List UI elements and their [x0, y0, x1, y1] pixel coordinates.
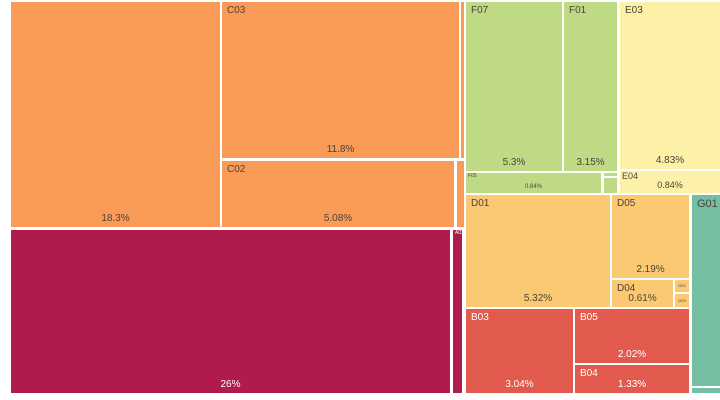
treemap-tile-b04[interactable]: B04 1.33%: [575, 365, 689, 393]
tile-label: D05: [617, 198, 636, 209]
tile-value: 0.84%: [524, 184, 542, 190]
treemap-tile-a01[interactable]: A01: [453, 230, 462, 393]
tile-value: 2.02%: [617, 349, 647, 360]
tile-label: E04: [622, 171, 639, 181]
treemap-tile-d04[interactable]: D04 0.61%: [612, 280, 673, 307]
tile-value: 0.84%: [657, 180, 683, 190]
treemap-tile-b03[interactable]: B03 3.04%: [466, 309, 573, 393]
tile-value: 0.61%: [628, 293, 657, 304]
tile-value: 26%: [220, 379, 241, 390]
tile-label: G01: [697, 198, 718, 210]
tile-label: C02: [227, 164, 246, 175]
treemap-tile-d03[interactable]: D03: [675, 294, 689, 307]
treemap-tile-c02[interactable]: C02 5.08%: [222, 161, 454, 227]
tile-value: 18.3%: [101, 213, 130, 224]
treemap-tile-c-sliver-2[interactable]: [457, 161, 464, 227]
tile-label: D01: [471, 198, 490, 209]
treemap-tile-d02[interactable]: D02: [675, 280, 689, 292]
treemap-tile-c-large[interactable]: 18.3%: [11, 2, 220, 227]
treemap-tile-f01[interactable]: F01 3.15%: [564, 2, 617, 171]
tile-label: F01: [569, 5, 587, 16]
treemap-tile-g01[interactable]: G01: [692, 195, 720, 386]
treemap-tile-e03[interactable]: E03 4.83%: [620, 2, 720, 169]
tile-label: F05: [468, 173, 477, 179]
tile-label: B05: [580, 312, 598, 323]
treemap-tile-f-sliver-2[interactable]: [604, 178, 617, 193]
treemap-tile-g-sliver[interactable]: [692, 388, 720, 393]
tile-label: F07: [471, 5, 489, 16]
tile-value: 5.08%: [323, 213, 353, 224]
treemap-tile-b05[interactable]: B05 2.02%: [575, 309, 689, 363]
tile-value: 11.8%: [326, 144, 355, 155]
tile-label: B04: [580, 368, 598, 379]
tile-value: 5.3%: [502, 157, 526, 168]
tile-value: 1.33%: [617, 379, 647, 390]
tile-value: 2.19%: [636, 264, 665, 275]
treemap-tile-d01[interactable]: D01 5.32%: [466, 195, 610, 307]
treemap-tile-e04[interactable]: E04 0.84%: [620, 171, 720, 193]
tile-label: E03: [625, 5, 643, 16]
tile-label: A01: [455, 230, 462, 236]
treemap-tile-a-large[interactable]: 26%: [11, 230, 450, 393]
tile-label: B03: [471, 312, 489, 323]
treemap-tile-f05[interactable]: F05 0.84%: [466, 173, 601, 193]
tile-label: D02: [678, 282, 686, 288]
treemap-tile-f07[interactable]: F07 5.3%: [466, 2, 562, 171]
tile-value: 3.04%: [505, 379, 534, 390]
tile-label: D04: [617, 283, 636, 294]
treemap-tile-d05[interactable]: D05 2.19%: [612, 195, 689, 278]
treemap-tile-c-sliver-1[interactable]: [461, 2, 464, 158]
treemap-tile-c03[interactable]: C03 11.8%: [222, 2, 459, 158]
treemap-tile-f-sliver-1[interactable]: [604, 173, 617, 176]
tile-value: 5.32%: [523, 293, 553, 304]
tile-value: 4.83%: [655, 155, 685, 166]
tile-label: C03: [227, 5, 246, 16]
tile-label: D03: [678, 297, 686, 303]
tile-value: 3.15%: [576, 157, 605, 168]
